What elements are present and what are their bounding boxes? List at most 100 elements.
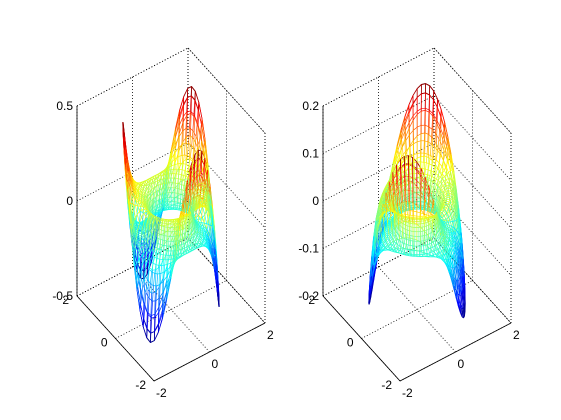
mesh-line	[152, 193, 154, 199]
mesh-line	[199, 175, 202, 196]
mesh-line	[193, 197, 196, 202]
mesh-line	[192, 243, 196, 246]
mesh-line	[201, 175, 204, 187]
mesh-line	[177, 250, 179, 255]
mesh-line	[174, 168, 180, 177]
mesh-line	[153, 212, 156, 215]
mesh-line	[188, 158, 190, 180]
mesh-line	[197, 185, 201, 188]
mesh-line	[187, 215, 190, 220]
mesh-line	[205, 228, 209, 233]
axes-lines	[76, 106, 266, 382]
mesh-line	[162, 172, 164, 175]
mesh-line	[206, 169, 208, 175]
mesh-line	[132, 221, 134, 227]
mesh-line	[164, 221, 166, 226]
mesh-line	[142, 302, 145, 319]
mesh-line	[429, 85, 434, 92]
mesh-line	[193, 220, 196, 225]
mesh-line	[147, 248, 151, 253]
mesh-line	[182, 218, 184, 222]
mesh-line	[200, 123, 202, 134]
mesh-line	[160, 210, 163, 213]
mesh-line	[163, 219, 165, 221]
mesh-line	[201, 118, 206, 140]
mesh-line	[147, 267, 150, 290]
mesh-line	[151, 183, 154, 189]
mesh-line	[202, 239, 207, 244]
mesh-line	[176, 203, 178, 208]
mesh-line	[141, 234, 145, 238]
mesh-line	[197, 202, 200, 205]
subplot-right: -0.2-0.100.10.2-202-202	[298, 47, 520, 400]
mesh-line	[139, 187, 143, 191]
mesh-line	[148, 237, 151, 242]
mesh-line	[199, 190, 203, 192]
mesh-line	[195, 221, 198, 226]
mesh-line	[179, 104, 184, 117]
mesh-line	[186, 214, 189, 217]
mesh-line	[156, 273, 159, 286]
mesh-line	[202, 201, 207, 205]
mesh-line	[137, 238, 141, 241]
mesh-line	[185, 164, 190, 167]
mesh-line	[196, 201, 199, 205]
mesh-line	[141, 244, 144, 258]
mesh-line	[196, 204, 200, 207]
mesh-line	[145, 203, 148, 208]
mesh-line	[209, 203, 213, 218]
y-tick-label: 0	[101, 336, 108, 350]
mesh-line	[179, 208, 181, 211]
mesh-line	[145, 279, 148, 293]
mesh-line	[184, 204, 187, 210]
mesh-line	[200, 233, 204, 237]
mesh-line	[134, 246, 137, 255]
mesh-line	[201, 222, 204, 227]
mesh-line	[203, 195, 207, 199]
mesh-line	[129, 180, 133, 190]
mesh-line	[126, 158, 130, 172]
mesh-line	[424, 176, 430, 188]
mesh-line	[184, 213, 187, 217]
mesh-line	[153, 231, 156, 236]
mesh-line	[197, 233, 201, 238]
mesh-line	[166, 273, 172, 284]
mesh-line	[177, 245, 179, 251]
mesh-line	[133, 248, 136, 257]
mesh-line	[200, 243, 203, 245]
tick-labels: -0.5 0 0.5 -2 0 2 -2 0 2	[52, 99, 274, 400]
mesh-line	[158, 185, 160, 191]
mesh-line	[134, 214, 138, 218]
mesh-line	[202, 186, 207, 191]
mesh-line	[186, 251, 189, 254]
mesh-line	[206, 162, 209, 164]
mesh-line	[206, 217, 209, 229]
mesh-line	[196, 222, 200, 226]
mesh-line	[445, 179, 449, 183]
mesh-line	[136, 235, 140, 239]
mesh-line	[202, 231, 207, 236]
mesh-line	[205, 180, 208, 190]
mesh-line	[155, 212, 158, 216]
mesh-line	[155, 252, 159, 254]
mesh-line	[194, 224, 197, 229]
mesh-line	[192, 139, 195, 162]
mesh-line	[196, 126, 199, 147]
mesh-line	[162, 254, 164, 260]
mesh-line	[197, 242, 201, 245]
mesh-line	[196, 221, 200, 223]
mesh-line	[155, 211, 158, 214]
mesh-line	[186, 193, 189, 198]
mesh-line	[205, 235, 210, 243]
mesh-line	[198, 230, 202, 234]
mesh-line	[159, 234, 162, 249]
mesh-line	[141, 222, 145, 232]
mesh-line	[154, 236, 156, 242]
mesh-line	[132, 181, 136, 189]
mesh-line	[174, 203, 178, 205]
wall-gridline	[76, 47, 266, 134]
mesh-line	[146, 337, 151, 343]
mesh-line	[147, 200, 150, 206]
mesh-line	[185, 251, 188, 254]
mesh-line	[145, 200, 148, 205]
